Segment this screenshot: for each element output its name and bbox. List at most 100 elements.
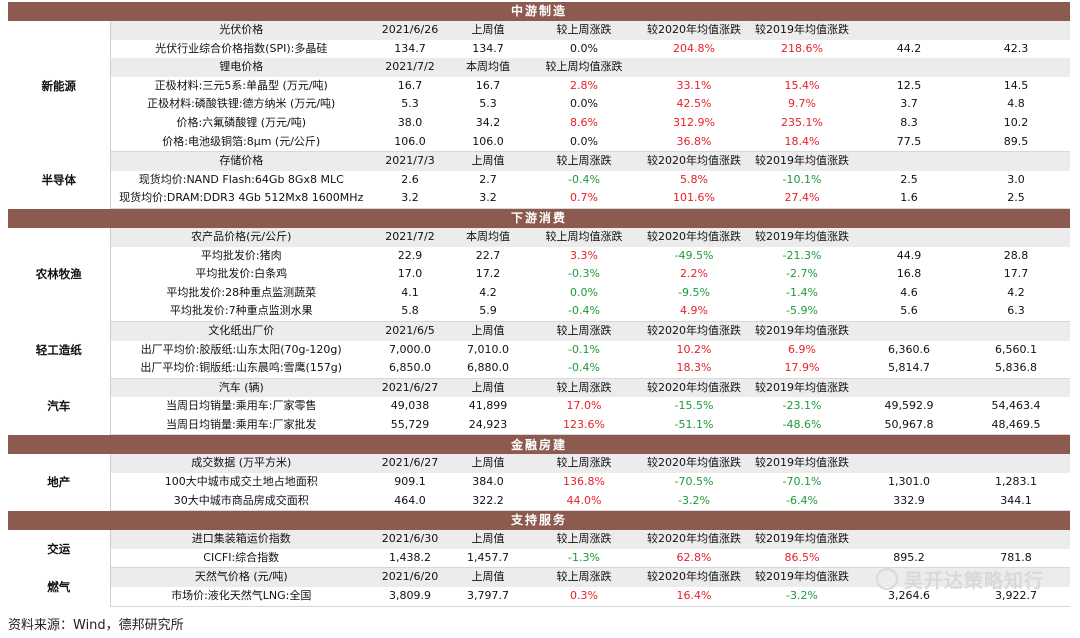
table-row: 出厂平均价:铜版纸:山东晨鸣:雪鹰(157g) 6,850.0 6,880.0 -0.… <box>8 359 1071 379</box>
table-cell: 较2019年均值涨跌 <box>748 454 856 474</box>
table-row: 平均批发价:28种重点监测蔬菜 4.1 4.2 0.0% -9.5% -1.4% 4.6 4.… <box>8 284 1070 303</box>
section-header: 金融房建 <box>8 434 1071 455</box>
table-cell: 18.4% <box>748 132 856 153</box>
wechat-icon <box>875 568 898 590</box>
table-cell: 5.3 <box>401 97 419 111</box>
table-cell: -5.9% <box>748 302 856 322</box>
metric-name: 当周日均销量:乘用车:厂家零售 <box>166 399 317 413</box>
table-cell: -1.4% <box>786 285 818 299</box>
table-cell: -21.3% <box>782 248 822 262</box>
watermark: 吴开达策略知行 <box>875 566 1044 593</box>
table-cell: 48,469.5 <box>962 415 1071 436</box>
table-cell: 0.7% <box>528 189 640 209</box>
table-cell: 12.5 <box>896 78 922 92</box>
table-row: 30大中城市商品房成交面积 464.0 322.2 44.0% -3.2% -6.4% 33… <box>8 491 1071 512</box>
table-cell: 6.3 <box>962 302 1071 322</box>
metric-name: 正极材料:三元5系:单晶型 (万元/吨) <box>154 78 328 92</box>
table-cell: 17.7 <box>1003 267 1029 281</box>
table-cell: 0.0% <box>570 41 598 55</box>
table-cell: 5,836.8 <box>962 359 1071 379</box>
table-row: 价格:电池级铜箔:8μm (元/公斤) 106.0 106.0 0.0% 36.8% 18… <box>8 132 1071 153</box>
table-cell: 2.7 <box>479 172 497 186</box>
table-cell: 1.6 <box>856 189 962 209</box>
table-cell: 上周值 <box>448 321 528 341</box>
table-cell <box>856 378 962 398</box>
table-cell: 34.2 <box>475 115 501 129</box>
table-cell: 6,880.0 <box>448 359 528 379</box>
table-cell: 384.0 <box>472 475 504 489</box>
metric-name: 价格:六氟磷酸锂 (万元/吨) <box>176 115 307 129</box>
table-cell: 5.9 <box>448 302 528 322</box>
table-cell: 2.8% <box>570 78 598 92</box>
table-cell: 较上周涨跌 <box>528 321 640 341</box>
table-cell: 2021/6/5 <box>372 321 448 341</box>
table-cell: 332.9 <box>856 491 962 512</box>
table-cell: 42.5% <box>676 97 712 111</box>
table-row: 现货均价:NAND Flash:64Gb 8Gx8 MLC 2.6 2.7 -0.4%… <box>8 171 1070 190</box>
table-cell: -51.1% <box>640 415 748 436</box>
table-cell: 89.5 <box>962 132 1071 153</box>
table-cell: 5.6 <box>856 302 962 322</box>
table-cell: 3.7 <box>900 97 918 111</box>
table-cell: 5,814.7 <box>856 359 962 379</box>
table-cell: 464.0 <box>372 491 448 512</box>
table-cell: 5.8% <box>680 172 708 186</box>
section-header: 下游消费 <box>8 208 1071 228</box>
table-subheader-row: 半导体 存储价格 2021/7/3 上周值 较上周涨跌 较2020年均值涨跌 较2019年均… <box>8 151 1071 209</box>
table-cell: 2021/6/27 <box>372 454 448 474</box>
table-cell: 2021/6/26 <box>372 21 448 40</box>
metric-name: 存储价格 <box>110 151 372 171</box>
table-cell: 218.6% <box>781 41 823 55</box>
table-cell: 上周值 <box>448 151 528 171</box>
table-cell: 2.5 <box>900 172 918 186</box>
table-cell: 较上周涨跌 <box>528 454 640 474</box>
table-cell: 16.4% <box>640 587 748 607</box>
table-cell <box>856 21 962 40</box>
table-cell: 41,899 <box>468 399 508 413</box>
table-cell: 6,360.6 <box>888 342 930 356</box>
table-row: 当周日均销量:乘用车:厂家批发 55,729 24,923 123.6% -51.1% -… <box>8 415 1071 436</box>
table-cell: 1,283.1 <box>995 475 1038 489</box>
table-cell: 42.3 <box>1003 41 1029 55</box>
table-row: 平均批发价:白条鸡 17.0 17.2 -0.3% 2.2% -2.7% 16.8 17.7 <box>8 265 1070 284</box>
table-cell: 17.0 <box>397 267 423 281</box>
metric-name: 平均批发价:28种重点监测蔬菜 <box>166 285 317 299</box>
watermark-text: 吴开达策略知行 <box>903 570 1044 592</box>
table-cell: 较2019年均值涨跌 <box>748 21 856 40</box>
table-cell: 较上周涨跌 <box>528 21 640 40</box>
table-subheader-row: 锂电价格 2021/7/2 本周均值 较上周均值涨跌 <box>8 58 1071 77</box>
metric-name: 价格:电池级铜箔:8μm (元/公斤) <box>110 132 372 153</box>
table-cell: 较2020年均值涨跌 <box>640 567 748 588</box>
table-cell: 18.3% <box>640 359 748 379</box>
table-cell: 312.9% <box>673 115 715 129</box>
table-cell: 22.7 <box>475 248 501 262</box>
category-label: 农林牧渔 <box>8 227 111 322</box>
table-cell: 136.8% <box>563 475 605 489</box>
table-cell: -48.6% <box>748 415 856 436</box>
table-cell: 86.5% <box>748 548 856 569</box>
category-label: 交运 <box>8 530 111 568</box>
table-cell: 101.6% <box>640 189 748 209</box>
table-cell: 4.1 <box>401 285 419 299</box>
table-cell <box>856 321 962 341</box>
table-cell <box>856 454 962 474</box>
table-cell: 较2020年均值涨跌 <box>640 454 748 474</box>
category-label: 新能源 <box>8 21 111 152</box>
table-cell: 15.4% <box>784 78 820 92</box>
table-cell: -0.1% <box>568 342 600 356</box>
table-cell: 44.2 <box>896 41 922 55</box>
table-cell: 较2019年均值涨跌 <box>748 378 856 398</box>
table-cell: 33.1% <box>676 78 712 92</box>
table-cell: 16.8 <box>896 267 922 281</box>
table-cell <box>962 321 1071 341</box>
table-cell <box>962 58 1071 77</box>
category-label: 地产 <box>8 454 111 511</box>
metric-name: 平均批发价:猪肉 <box>200 248 282 262</box>
table-cell <box>856 151 962 171</box>
table-cell: 较2019年均值涨跌 <box>748 321 856 341</box>
table-cell: 上周值 <box>448 378 528 398</box>
table-cell: 上周值 <box>448 567 528 588</box>
category-label: 燃气 <box>8 567 111 607</box>
table-cell: 17.2 <box>475 267 501 281</box>
table-subheader-row: 地产 成交数据 (万平方米) 2021/6/27 上周值 较上周涨跌 较2020年均值涨跌… <box>8 454 1071 511</box>
